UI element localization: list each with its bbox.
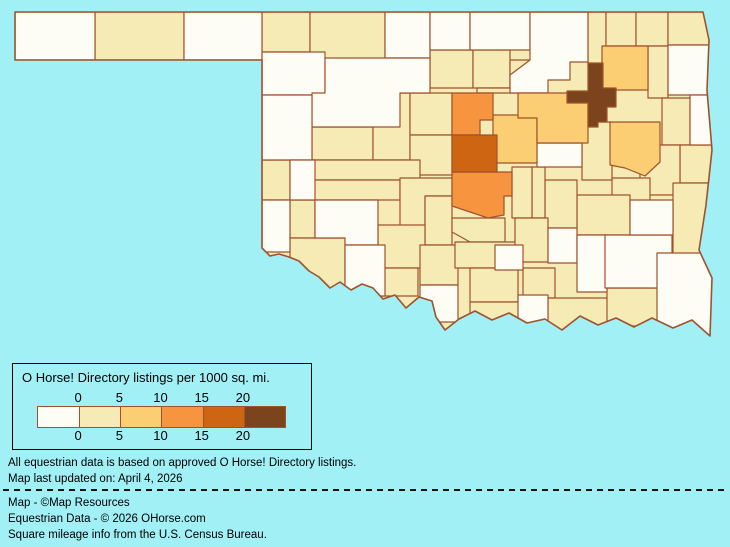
county-mayes — [647, 45, 669, 99]
county-major — [311, 57, 431, 128]
legend-tick: 5 — [115, 428, 123, 443]
county-beaver — [183, 12, 263, 61]
county-cleveland — [451, 171, 513, 219]
oklahoma-county-map — [14, 11, 713, 337]
county-hughes — [544, 179, 578, 229]
county-pittsburg — [576, 194, 631, 236]
dashed-divider — [3, 489, 725, 491]
county-seminole — [531, 166, 546, 219]
footer-credit-2: Equestrian Data - © 2026 OHorse.com — [8, 513, 206, 525]
legend-swatches — [37, 406, 286, 428]
legend-swatch-b15_20 — [202, 407, 244, 427]
county-mccurtain — [656, 252, 712, 336]
county-harper — [261, 12, 311, 53]
county-cherokee — [661, 97, 691, 146]
legend-tick: 0 — [74, 428, 82, 443]
legend-tick: 15 — [194, 428, 209, 443]
legend-swatch-b0 — [38, 407, 80, 427]
legend-box: O Horse! Directory listings per 1000 sq.… — [12, 363, 312, 450]
legend-swatch-b0_5 — [79, 407, 121, 427]
legend-tick: 10 — [153, 428, 168, 443]
county-washita — [311, 179, 401, 201]
footer-credit-1: Map - ©Map Resources — [8, 497, 130, 509]
county-rogers — [601, 45, 649, 91]
legend-tick: 10 — [153, 390, 168, 405]
legend-ticks-top: 0 5 10 15 20 — [37, 390, 286, 406]
county-jackson — [289, 237, 346, 291]
legend-tick: 20 — [235, 390, 251, 405]
legend-swatch-b10_15 — [161, 407, 203, 427]
county-custer — [311, 159, 421, 181]
legend-swatch-b20plus — [243, 407, 285, 427]
county-nowata — [605, 12, 637, 47]
footer-note-1: All equestrian data is based on approved… — [8, 457, 357, 469]
county-jefferson — [419, 284, 459, 323]
legend-title: O Horse! Directory listings per 1000 sq.… — [22, 370, 270, 385]
county-harmon — [261, 199, 291, 253]
county-delaware — [667, 44, 712, 96]
legend-swatch-b5_10 — [120, 407, 162, 427]
county-choctaw — [606, 287, 659, 327]
county-stephens — [419, 244, 459, 286]
county-rogermills — [261, 159, 291, 201]
county-texas — [94, 12, 185, 61]
county-kingfisher — [409, 92, 453, 136]
county-wagoner — [609, 121, 661, 177]
county-dewey — [311, 126, 374, 161]
county-okfuskee — [536, 142, 583, 168]
county-johnston — [522, 267, 556, 299]
county-coal — [547, 227, 578, 264]
county-tulsa — [566, 62, 617, 128]
footer-note-2: Map last updated on: April 4, 2026 — [8, 473, 183, 485]
footer-credit-3: Square mileage info from the U.S. Census… — [8, 529, 267, 541]
county-grant — [429, 12, 471, 51]
county-ellis — [261, 94, 313, 161]
county-pottawatomie — [511, 166, 533, 219]
county-cimarron — [15, 12, 96, 61]
county-atoka — [576, 234, 608, 293]
county-ottawa — [667, 12, 712, 46]
legend-tick: 0 — [74, 390, 82, 405]
county-latimer — [629, 199, 674, 236]
county-osage — [509, 12, 589, 94]
county-oklahoma — [451, 134, 498, 173]
legend-tick: 5 — [115, 390, 123, 405]
county-noble — [472, 49, 511, 89]
county-adair — [689, 94, 712, 146]
county-greer — [289, 199, 316, 239]
county-tillman — [344, 244, 386, 297]
county-murray — [494, 244, 524, 271]
county-woodward — [261, 51, 326, 96]
county-craig — [635, 12, 669, 47]
county-kay — [469, 12, 531, 51]
county-carter — [469, 267, 519, 303]
legend-scale: 0 5 10 15 20 0 5 10 15 20 — [37, 390, 286, 444]
county-lincoln — [492, 114, 538, 164]
legend-ticks-bottom: 0 5 10 15 20 — [37, 428, 286, 444]
county-garfield — [429, 49, 474, 89]
legend-tick: 20 — [235, 428, 251, 443]
county-kiowa — [314, 199, 379, 246]
county-alfalfa — [384, 12, 431, 59]
legend-tick: 15 — [194, 390, 209, 405]
county-beckham — [289, 159, 316, 201]
county-grady — [424, 195, 453, 246]
